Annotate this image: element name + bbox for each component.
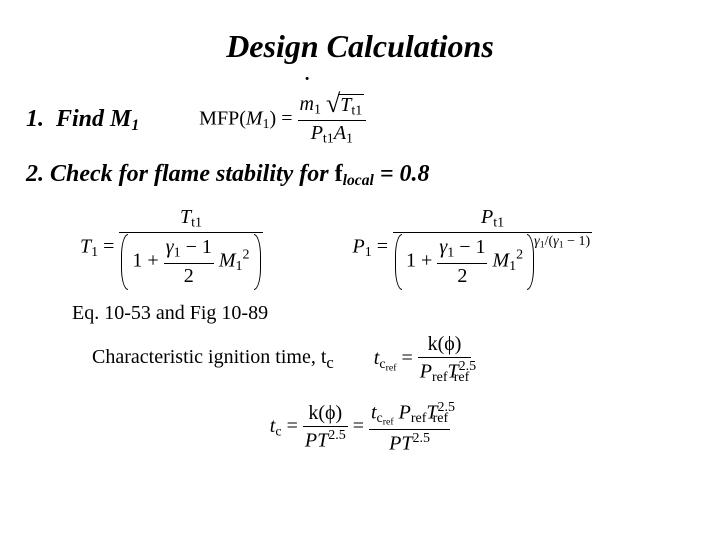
page-title: Design Calculations [20,28,700,65]
step-1-text: Find M [56,106,131,132]
mfp-A-sub: 1 [346,131,353,146]
mfp-fn: MFP [199,108,239,130]
t1-oneplus: 1 + [132,250,163,272]
tcref-P: P [420,361,432,383]
p1-lhs: P [353,235,365,257]
step-2: 2. Check for flame stability for flocal … [26,161,700,190]
mfp-arg-sub: 1 [263,117,270,132]
phi-sub: local [343,172,374,189]
p1-M: M [492,250,509,272]
step-2-text: Check for flame stability for [50,161,335,187]
mfp-mdot: m [300,93,314,115]
tcref-lhs-sub2: ref [386,362,397,373]
tc-rhs-den-sup: 2.5 [413,431,431,446]
p1-oneplus: 1 + [406,250,437,272]
step-1-sub: 1 [131,116,139,133]
p1-two: 2 [437,263,487,288]
mfp-T: T [340,94,351,116]
tc-mid-den-sup: 2.5 [328,428,346,443]
t1-M: M [219,250,236,272]
characteristic-time-row: Characteristic ignition time, tc tcref =… [92,333,700,386]
equation-reference: Eq. 10-53 and Fig 10-89 [72,302,700,325]
t1-M-sup: 2 [243,248,250,263]
tcref-P-sub: ref [432,370,448,385]
mfp-arg: M [246,108,263,130]
tc-rhs-P-sub: ref [411,411,427,426]
tc-rhs-P: P [399,402,411,424]
t1-minus1: − 1 [181,236,212,258]
tc-rhs-den: PT [389,432,412,454]
t1-num-sub: t1 [191,215,202,230]
p1-M-sup: 2 [516,248,523,263]
characteristic-time-label: Characteristic ignition time, tc [92,346,334,373]
tc-mid-num: k(ϕ) [303,402,348,426]
t1-gamma: γ [166,236,174,258]
mfp-P: P [311,122,323,144]
phi-value: = 0.8 [374,161,430,187]
tc-mid-den: PT [305,430,328,452]
step-1-number: 1. [26,106,44,132]
tc-lhs-sub: c [275,425,281,440]
tc-final-equation: tc = k(ϕ) PT2.5 = tcref PrefT2.5ref PT2.… [270,415,450,437]
p1-exponent: γ1/(γ1 − 1) [534,234,590,250]
t1-num: T [180,206,191,228]
t1-gamma-sub: 1 [174,246,181,261]
tc-final-row: tc = k(ϕ) PT2.5 = tcref PrefT2.5ref PT2.… [20,400,700,455]
mfp-mdot-sub: 1 [314,103,321,118]
tc-rhs-T-sub: ref [433,411,449,426]
tcref-T-sub: ref [454,370,470,385]
step-2-number: 2. [26,161,44,187]
p1-minus1: − 1 [454,236,485,258]
t1-lhs-sub: 1 [91,245,98,260]
p1-equation: P1 = Pt1 1 + γ1 − 1 2 M12 [353,206,593,290]
t1-two: 2 [164,263,214,288]
t1-p1-row: T1 = Tt1 1 + γ1 − 1 2 M12 [80,206,700,290]
tcref-num: k(ϕ) [418,333,472,357]
mfp-equation: MFP(M1) = m1 √Tt1 Pt1A1 [199,93,366,147]
t1-equation: T1 = Tt1 1 + γ1 − 1 2 M12 [80,206,263,290]
p1-lhs-sub: 1 [365,245,372,260]
p1-num-sub: t1 [493,215,504,230]
step-1-label: 1. Find M1 [26,106,139,135]
p1-num: P [481,206,493,228]
phi-symbol: f [335,161,343,187]
step-1: 1. Find M1 MFP(M1) = m1 √Tt1 Pt1A1 [26,93,700,147]
mfp-T-sub: t1 [351,103,362,118]
tcref-equation: tcref = k(ϕ) PrefT2.5ref [374,333,471,386]
mfp-P-sub: t1 [323,131,334,146]
t1-lhs: T [80,235,91,257]
t1-M-sub: 1 [236,259,243,274]
mfp-A: A [334,122,346,144]
